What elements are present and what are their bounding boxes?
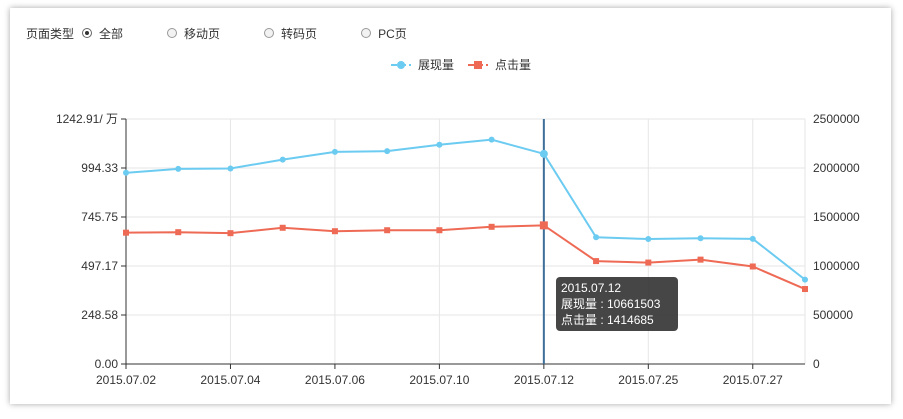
data-point[interactable] — [593, 258, 600, 265]
data-point[interactable] — [539, 221, 548, 230]
chart-panel — [10, 8, 891, 404]
tooltip-row: 点击量 : 1414685 — [561, 313, 654, 327]
radio-mobile[interactable]: 移动页 — [167, 25, 220, 42]
tooltip-date: 2015.07.12 — [561, 281, 621, 295]
x-tick-label: 2015.07.10 — [409, 373, 469, 387]
y-left-tick-label: 745.75 — [81, 210, 118, 224]
data-point[interactable] — [593, 234, 600, 241]
data-point[interactable] — [123, 169, 129, 176]
tooltip-box — [556, 277, 678, 331]
radio-icon — [82, 28, 93, 38]
data-point[interactable] — [645, 259, 652, 266]
radio-icon — [264, 28, 275, 38]
y-left-tick-label: 497.17 — [81, 259, 118, 273]
x-tick-label: 2015.07.25 — [618, 373, 678, 387]
y-right-tick-label: 1000000 — [813, 259, 860, 273]
radio-all[interactable]: 全部 — [82, 25, 123, 42]
x-tick-label: 2015.07.02 — [96, 373, 156, 387]
tooltip-row: 展现量 : 10661503 — [561, 297, 661, 311]
data-point[interactable] — [331, 148, 338, 155]
y-left-tick-label: 0.00 — [95, 357, 119, 371]
axes: 0.00 248.58 497.17 745.75 994.33 1242.91/ 万 0 5… — [56, 112, 860, 387]
radio-transcode[interactable]: 转码页 — [264, 25, 317, 42]
series-layer — [123, 119, 808, 364]
x-tick-label: 2015.07.27 — [723, 373, 783, 387]
data-point[interactable] — [175, 229, 182, 236]
data-point[interactable] — [697, 235, 704, 242]
data-point[interactable] — [227, 165, 234, 172]
data-point[interactable] — [645, 236, 652, 243]
data-point[interactable] — [123, 229, 129, 236]
radio-icon — [167, 28, 178, 38]
data-point[interactable] — [384, 227, 391, 234]
data-point[interactable] — [331, 228, 338, 235]
data-point[interactable] — [539, 149, 548, 158]
data-point[interactable] — [802, 276, 808, 283]
data-point[interactable] — [488, 136, 495, 143]
y-right-tick-label: 2500000 — [813, 112, 860, 126]
data-point[interactable] — [697, 256, 704, 263]
radio-transcode-label: 转码页 — [281, 26, 318, 41]
radio-pc-label: PC页 — [378, 26, 407, 41]
y-left-tick-label: 248.58 — [81, 308, 118, 322]
data-point[interactable] — [227, 230, 234, 237]
radio-all-label: 全部 — [99, 26, 124, 41]
data-point[interactable] — [436, 141, 443, 148]
x-tick-label: 2015.07.12 — [514, 373, 574, 387]
legend-marker — [397, 61, 405, 69]
data-point[interactable] — [279, 224, 286, 231]
y-right-tick-label: 2000000 — [813, 161, 860, 175]
radio-mobile-label: 移动页 — [184, 26, 221, 41]
data-point[interactable] — [749, 263, 756, 270]
y-right-tick-label: 0 — [813, 357, 820, 371]
page-type-filter: 页面类型 全部 移动页 转码页 PC页 — [26, 24, 451, 42]
x-tick-label: 2015.07.04 — [200, 373, 260, 387]
legend-marker — [474, 61, 482, 69]
legend-label: 展现量 — [418, 58, 454, 72]
data-point[interactable] — [488, 223, 495, 230]
radio-pc[interactable]: PC页 — [361, 25, 407, 42]
y-left-tick-label: 994.33 — [81, 161, 118, 175]
legend-item[interactable]: 点击量 — [468, 58, 531, 72]
series-line — [125, 138, 806, 281]
series-line — [125, 224, 806, 290]
data-point[interactable] — [384, 148, 391, 155]
y-left-tick-label: 1242.91/ 万 — [56, 112, 118, 126]
page-type-label: 页面类型 — [26, 26, 75, 41]
data-point[interactable] — [436, 227, 443, 234]
data-point[interactable] — [175, 165, 182, 172]
grid-lines — [125, 118, 806, 365]
legend-label: 点击量 — [495, 58, 531, 72]
y-right-tick-label: 500000 — [813, 308, 853, 322]
data-point[interactable] — [749, 235, 756, 242]
data-point[interactable] — [802, 286, 808, 293]
legend-item[interactable]: 展现量 — [391, 58, 454, 72]
tooltip: 2015.07.12 展现量 : 10661503 点击量 : 1414685 — [556, 277, 678, 331]
legend[interactable]: 展现量 点击量 — [391, 58, 531, 72]
data-point[interactable] — [279, 156, 286, 163]
radio-icon — [361, 28, 372, 38]
y-right-tick-label: 1500000 — [813, 210, 860, 224]
x-tick-label: 2015.07.06 — [305, 373, 365, 387]
